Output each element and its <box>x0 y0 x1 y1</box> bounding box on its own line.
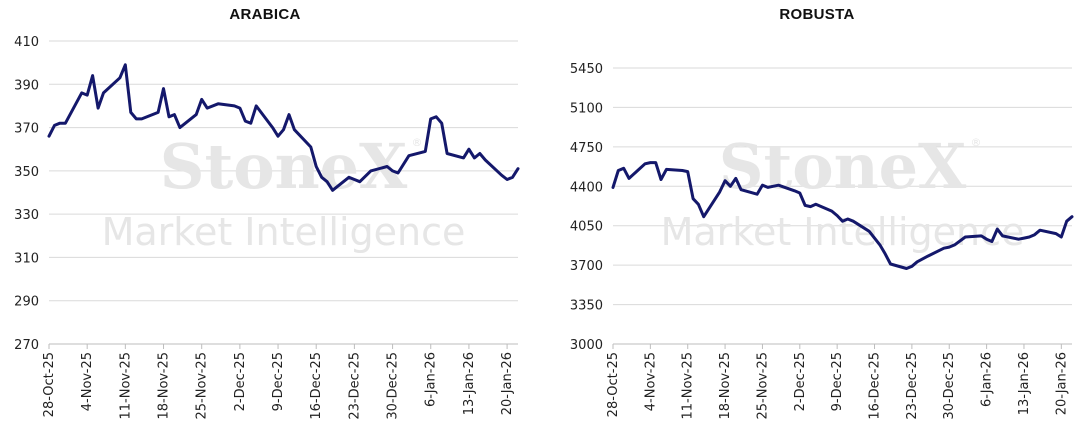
x-tick-label: 18-Nov-25 <box>718 352 733 420</box>
y-tick-label: 4400 <box>570 180 603 195</box>
chart-title: ROBUSTA <box>779 6 855 23</box>
x-tick-label: 4-Nov-25 <box>80 352 95 411</box>
y-tick-label: 4050 <box>570 220 603 235</box>
x-tick-label: 13-Jan-26 <box>462 352 477 415</box>
y-tick-label: 270 <box>14 338 39 353</box>
y-tick-label: 370 <box>14 122 39 137</box>
watermark-registered: ® <box>971 136 982 149</box>
x-tick-label: 2-Dec-25 <box>793 352 808 411</box>
x-tick-label: 9-Dec-25 <box>830 352 845 411</box>
x-tick-label: 13-Jan-26 <box>1017 352 1032 415</box>
y-tick-label: 5100 <box>570 101 603 116</box>
x-tick-label: 16-Dec-25 <box>868 352 883 420</box>
y-tick-label: 3700 <box>570 259 603 274</box>
x-tick-label: 9-Dec-25 <box>271 352 286 411</box>
watermark-brand: StoneX <box>719 130 967 203</box>
watermark-brand: StoneX <box>160 130 408 203</box>
x-tick-label: 25-Nov-25 <box>195 352 210 420</box>
y-tick-label: 3350 <box>570 299 603 314</box>
x-tick-label: 20-Jan-26 <box>1054 352 1069 415</box>
x-tick-label: 18-Nov-25 <box>157 352 172 420</box>
x-tick-label: 28-Oct-25 <box>606 352 621 417</box>
x-tick-label: 6-Jan-26 <box>424 352 439 407</box>
x-tick-label: 23-Dec-25 <box>905 352 920 420</box>
arabica-plot: StoneX ® Market Intelligence 270 290 310 330 35… <box>14 35 520 420</box>
x-tick-label: 20-Jan-26 <box>500 352 515 415</box>
x-tick-label: 30-Dec-25 <box>942 352 957 420</box>
y-tick-label: 290 <box>14 295 39 310</box>
y-tick-label: 4750 <box>570 141 603 156</box>
x-tick-label: 28-Oct-25 <box>42 352 57 417</box>
x-tick-label: 30-Dec-25 <box>386 352 401 420</box>
y-tick-label: 330 <box>14 208 39 223</box>
y-tick-label: 410 <box>14 35 39 50</box>
watermark-tagline: Market Intelligence <box>661 210 1025 254</box>
watermark-tagline: Market Intelligence <box>102 210 466 254</box>
y-tick-label: 5450 <box>570 62 603 77</box>
x-tick-label: 2-Dec-25 <box>233 352 248 411</box>
y-tick-label: 310 <box>14 251 39 266</box>
watermark-registered: ® <box>412 136 423 149</box>
robusta-chart: ROBUSTA StoneX ® Market Intelligence 3000 33… <box>545 0 1089 439</box>
x-tick-label: 6-Jan-26 <box>980 352 995 407</box>
y-tick-label: 3000 <box>570 338 603 353</box>
price-series-line <box>47 63 520 192</box>
x-tick-label: 25-Nov-25 <box>755 352 770 420</box>
robusta-plot: StoneX ® Market Intelligence 3000 3350 3700 40… <box>570 62 1074 420</box>
x-tick-label: 11-Nov-25 <box>681 352 696 420</box>
stonex-watermark: StoneX ® Market Intelligence <box>102 130 466 254</box>
chart-title: ARABICA <box>229 6 301 23</box>
x-tick-label: 11-Nov-25 <box>118 352 133 420</box>
y-tick-label: 350 <box>14 165 39 180</box>
stonex-watermark: StoneX ® Market Intelligence <box>661 130 1025 254</box>
price-series-line <box>611 161 1074 270</box>
x-tick-label: 4-Nov-25 <box>643 352 658 411</box>
y-tick-label: 390 <box>14 78 39 93</box>
arabica-chart: ARABICA StoneX ® Market Intelligence 270 290… <box>0 0 530 439</box>
x-tick-label: 23-Dec-25 <box>347 352 362 420</box>
x-tick-label: 16-Dec-25 <box>309 352 324 420</box>
